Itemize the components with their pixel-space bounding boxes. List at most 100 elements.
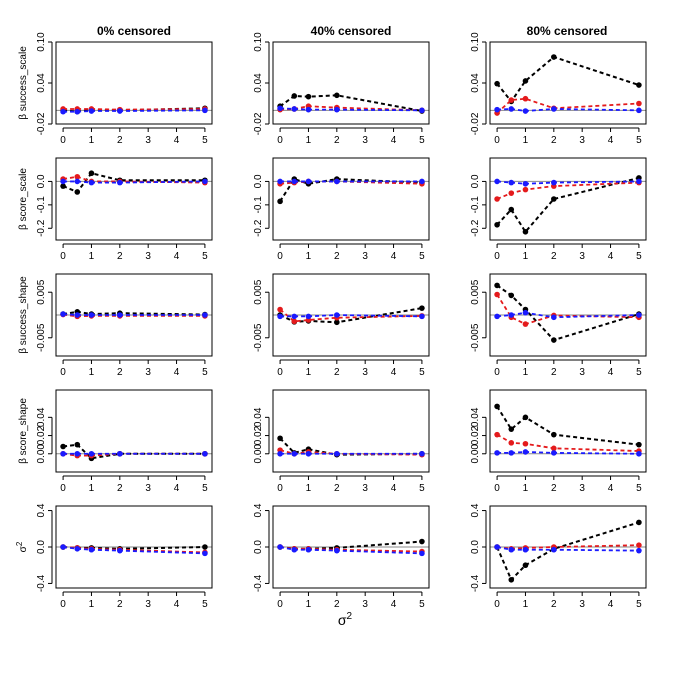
panel-r4-c1-x-tick-label-4: 4 [391, 599, 397, 610]
panel-r3-c0-x-tick-label-3: 3 [145, 483, 151, 494]
panel-r3-c2-x-tick-label-1: 1 [523, 483, 529, 494]
panel-r4-c1: 0 1 2 3 4 5 -0.4 0.0 0.4 [253, 503, 430, 610]
panel-r3-c2-series-black-point-2 [522, 414, 529, 421]
panel-r0-c2-y-tick-label-0: -0.02 [470, 112, 481, 135]
panel-r3-c2-series-blue-point-2 [522, 449, 529, 455]
panel-r1-c0-series-red-point-1 [74, 173, 81, 180]
panel-r2-c0-y-tick-label-1: 0.005 [36, 279, 47, 304]
panel-r3-c2-series-red-point-1 [508, 440, 515, 446]
panel-r3-c2-series-black-point-4 [636, 441, 642, 448]
panel-r2-c0-x-tick-label-1: 1 [89, 367, 95, 378]
panel-r1-c1-x-tick-label-5: 5 [419, 251, 425, 262]
panel-r2-c2-series-black-point-3 [551, 337, 557, 343]
panel-r4-c2-x-tick-label-0: 0 [494, 599, 500, 610]
panel-r3-c0-x-tick-label-2: 2 [117, 483, 123, 494]
panel-r3-c2: 0 1 2 3 4 5 0.000.020.04 [470, 389, 647, 494]
panel-r3-c1-series-blue-point-2 [305, 450, 312, 457]
panel-r2-c1-series-red-point-1 [291, 318, 298, 325]
panel-r0-c0-x-tick-label-3: 3 [145, 135, 151, 146]
panel-r1-c1-x-tick-label-4: 4 [391, 251, 397, 262]
panel-r4-c1-y-tick-label-2: 0.4 [253, 503, 264, 517]
panel-r4-c2-y-tick-label-1: 0.0 [470, 540, 481, 554]
row-1-y-label: β score_scale [18, 168, 29, 230]
panel-r4-c0-series-blue-point-2 [88, 546, 95, 553]
panel-r2-c0-series-blue-point-2 [88, 312, 95, 318]
panel-r2-c2-x-tick-label-0: 0 [494, 367, 500, 378]
panel-r0-c1-series-blue-point-3 [334, 106, 340, 113]
row-2-y-label: β success_shape [18, 276, 29, 354]
panel-r1-c2-x-tick-label-5: 5 [636, 251, 642, 262]
panel-r1-c2-y-tick-label-2: 0.0 [470, 174, 481, 188]
panel-r0-c2-series-black-point-0 [494, 80, 500, 87]
panel-r3-c1-x-tick-label-5: 5 [419, 483, 425, 494]
panel-r3-c2-x-tick-label-4: 4 [608, 483, 614, 494]
panel-r1-c1-x-tick-label-1: 1 [306, 251, 312, 262]
panel-r0-c0-series-red-line [63, 108, 205, 111]
panel-r2-c1: 0 1 2 3 4 5 -0.005 0.005 [253, 273, 430, 378]
panel-r4-c0-series-blue-point-4 [202, 550, 208, 557]
panel-r1-c1-frame [272, 157, 430, 241]
panel-r4-c2-series-blue-point-1 [508, 546, 515, 553]
panel-r4-c0-y-tick-label-2: 0.4 [36, 503, 47, 517]
panel-r1-c2-y-tick-label-0: -0.2 [470, 219, 481, 237]
panel-r1-c2-series-black-point-3 [551, 196, 557, 202]
panel-r2-c1-x-tick-label-0: 0 [277, 367, 283, 378]
panel-r3-c2-x-tick-label-0: 0 [494, 483, 500, 494]
panel-r2-c0: 0 1 2 3 4 5 -0.005 0.005 β success_shape [18, 273, 213, 378]
panel-r4-c2-series-black-point-1 [508, 577, 515, 583]
panel-r4-c0-frame [55, 505, 213, 589]
panel-r0-c1-x-tick-label-5: 5 [419, 135, 425, 146]
panel-r2-c1-series-blue-point-2 [305, 313, 312, 320]
panel-r4-c2-x-tick-label-5: 5 [636, 599, 642, 610]
row-4-y-label-superscript: 2 [15, 541, 24, 546]
panel-r4-c0-x-tick-label-0: 0 [60, 599, 66, 610]
panel-r0-c1-y-tick-label-1: 0.04 [253, 73, 264, 93]
panel-r0-c2-series-black-point-3 [551, 54, 557, 60]
panel-r1-c2-series-black-point-1 [508, 206, 515, 213]
panel-r4-c2-series-black-point-4 [636, 519, 642, 526]
panel-r0-c2-x-tick-label-0: 0 [494, 135, 500, 146]
panel-r1-c2-series-blue-point-1 [508, 179, 515, 186]
panel-r1-c0: 0 1 2 3 4 5 -0.2 -0.1 0.0 β score_scale [18, 157, 213, 262]
panel-r0-c2-x-tick-label-5: 5 [636, 135, 642, 146]
panel-r0-c2-series-red-point-1 [508, 97, 515, 103]
panel-r0-c0: 0 1 2 3 4 5 -0.02 0.04 0.10 β success_scale [18, 32, 213, 146]
panel-r4-c1-series-black-line [279, 540, 422, 550]
panel-r1-c0-series-blue-point-2 [88, 179, 95, 186]
panel-r4-c2-x-tick-label-1: 1 [523, 599, 529, 610]
row-1-y-label-base: β score_scale [18, 168, 29, 230]
panel-r3-c2-y-tick-label-2: 0.04 [470, 407, 481, 427]
panel-r1-c2-series-blue-point-2 [522, 180, 529, 187]
panel-r0-c2-series-black-point-2 [522, 78, 529, 84]
panel-r3-c2-series-red-point-0 [494, 431, 500, 438]
panel-r0-c2-y-tick-label-1: 0.04 [470, 73, 481, 93]
panel-r4-c1-series-blue-point-3 [334, 547, 340, 554]
panel-r2-c2-series-blue-point-1 [508, 312, 515, 318]
panel-r3-c1-frame [272, 389, 430, 473]
x-axis-label-superscript: 2 [347, 611, 353, 622]
panel-r4-c0-x-tick-label-1: 1 [89, 599, 95, 610]
panel-r0-c2-series-blue-point-0 [494, 106, 500, 113]
panel-r4-c1-x-tick-label-5: 5 [419, 599, 425, 610]
panel-r0-c2-series-blue-point-4 [636, 107, 642, 114]
panel-r3-c2-y-tick-label-1: 0.02 [470, 425, 481, 445]
panel-r1-c0-x-tick-label-3: 3 [145, 251, 151, 262]
panel-r2-c0-series-blue-point-4 [202, 312, 208, 318]
panel-r3-c0-x-tick-label-4: 4 [174, 483, 180, 494]
panel-r1-c0-series-black-point-0 [60, 183, 66, 189]
panel-r2-c0-series-blue-line [63, 313, 205, 316]
panel-r3-c0-x-tick-label-1: 1 [89, 483, 95, 494]
panel-r3-c2-series-black-point-3 [551, 431, 557, 438]
panel-r1-c1-x-tick-label-0: 0 [277, 251, 283, 262]
panel-r3-c1-x-tick-label-1: 1 [306, 483, 312, 494]
panel-r0-c2-series-black-point-4 [636, 82, 642, 88]
panel-r2-c1-x-tick-label-5: 5 [419, 367, 425, 378]
panel-r3-c1-y-tick-label-1: 0.02 [253, 425, 264, 445]
panel-r1-c0-y-tick-label-0: -0.2 [36, 219, 47, 237]
panel-r4-c0-x-tick-label-5: 5 [202, 599, 208, 610]
panel-r3-c1-x-tick-label-2: 2 [334, 483, 340, 494]
panel-r0-c2: 0 1 2 3 4 5 -0.02 0.04 0.10 [470, 32, 647, 146]
panel-r4-c2-y-tick-label-0: -0.4 [470, 574, 481, 592]
x-axis-label-base: σ [338, 612, 347, 628]
